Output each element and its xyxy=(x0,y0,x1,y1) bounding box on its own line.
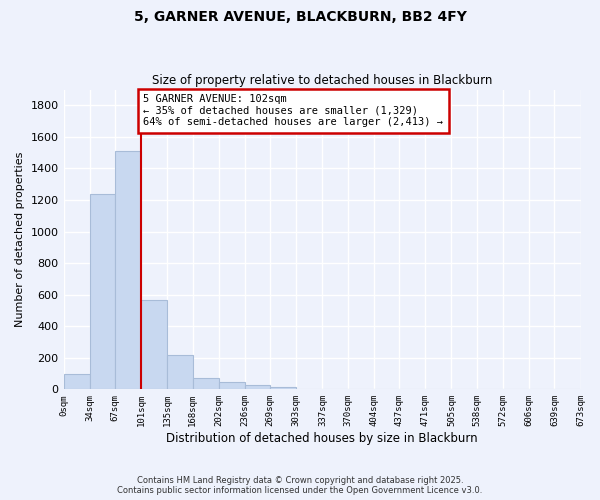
Bar xyxy=(270,387,296,390)
Title: Size of property relative to detached houses in Blackburn: Size of property relative to detached ho… xyxy=(152,74,492,87)
Y-axis label: Number of detached properties: Number of detached properties xyxy=(15,152,25,327)
Bar xyxy=(219,382,245,390)
Bar xyxy=(64,374,89,390)
Text: Contains HM Land Registry data © Crown copyright and database right 2025.
Contai: Contains HM Land Registry data © Crown c… xyxy=(118,476,482,495)
Bar xyxy=(245,385,270,390)
Bar xyxy=(115,151,141,390)
Bar xyxy=(141,300,167,390)
Bar xyxy=(167,356,193,390)
Bar xyxy=(193,378,219,390)
Text: 5 GARNER AVENUE: 102sqm
← 35% of detached houses are smaller (1,329)
64% of semi: 5 GARNER AVENUE: 102sqm ← 35% of detache… xyxy=(143,94,443,128)
Text: 5, GARNER AVENUE, BLACKBURN, BB2 4FY: 5, GARNER AVENUE, BLACKBURN, BB2 4FY xyxy=(134,10,466,24)
X-axis label: Distribution of detached houses by size in Blackburn: Distribution of detached houses by size … xyxy=(166,432,478,445)
Bar xyxy=(89,194,115,390)
